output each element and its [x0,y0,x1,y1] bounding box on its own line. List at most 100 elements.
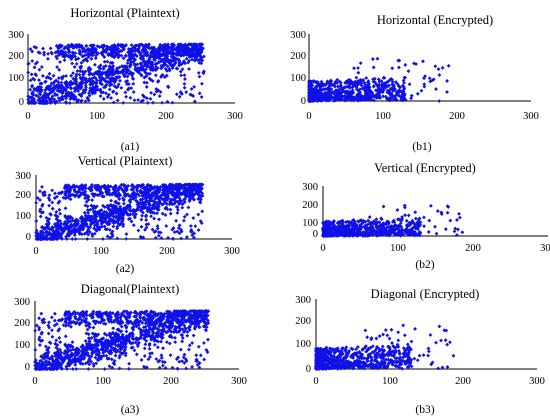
scatter-point [141,54,146,58]
scatter-point [390,77,395,82]
scatter-point [91,361,96,366]
scatter-point [60,90,65,95]
scatter-point [327,231,331,236]
scatter-point [367,85,372,90]
x-tick-label: 100 [390,243,406,254]
scatter-point [363,225,368,230]
scatter-point [164,224,169,228]
scatter-point [102,55,107,59]
scatter-point [95,222,100,227]
scatter-point [56,201,61,205]
scatter-point [354,75,359,80]
scatter-point [152,46,157,51]
scatter-point [354,81,358,86]
scatter-point [191,197,196,202]
scatter-point [404,218,409,223]
scatter-point [180,202,185,207]
scatter-point [157,217,161,222]
scatter-point [98,208,103,213]
scatter-point [187,54,192,59]
scatter-point [84,44,89,48]
scatter-point [156,197,161,201]
scatter-point [30,83,35,88]
scatter-point [186,205,191,210]
scatter-point [196,315,201,320]
scatter-point [77,230,82,235]
scatter-point [345,219,350,224]
scatter-point [348,81,353,86]
scatter-point [390,94,395,99]
scatter-point [187,42,192,47]
scatter-point [53,213,58,218]
scatter-point [131,53,136,58]
scatter-point [50,188,55,193]
scatter-point [76,219,81,223]
scatter-point [144,222,149,227]
scatter-point [70,50,75,55]
scatter-point [407,82,412,87]
scatter-point [112,358,117,363]
scatter-point [151,194,156,198]
scatter-point [71,227,76,232]
scatter-point [144,85,149,89]
scatter-point [192,187,197,192]
scatter-point [102,43,107,48]
scatter-point [98,63,103,68]
scatter-point [349,96,354,100]
scatter-point [142,333,147,338]
scatter-point [53,50,58,55]
scatter-point [67,82,72,87]
scatter-point [390,87,395,91]
scatter-point [121,224,125,229]
scatter-point [68,53,73,58]
scatter-point [434,231,439,236]
x-tick-label: 200 [449,111,465,122]
scatter-point [92,194,96,199]
scatter-point [58,347,62,352]
scatter-point [197,193,202,198]
scatter-point [458,215,462,220]
y-tick-label: 0 [301,96,306,107]
scatter-point [170,227,175,232]
scatter-point [58,219,63,223]
scatter-point [192,58,197,63]
scatter-point [77,51,82,56]
scatter-point [144,80,149,85]
scatter-point [104,213,108,218]
scatter-point [81,226,86,230]
scatter-point [152,216,156,221]
scatter-point [138,190,143,195]
scatter-point [69,57,74,62]
scatter-point [148,354,152,359]
scatter-point [182,360,187,365]
scatter-point [84,199,89,204]
scatter-point [107,340,112,345]
scatter-point [158,200,162,205]
scatter-point [41,210,45,215]
scatter-point [74,217,79,222]
scatter-point [124,94,128,99]
panel-label: (a1) [121,141,140,153]
scatter-point [185,235,189,239]
scatter-point [87,339,92,344]
x-tick-label: 100 [93,246,109,257]
scatter-point [30,49,35,54]
scatter-point [200,209,205,214]
scatter-point [186,193,191,198]
scatter-point [332,227,337,232]
scatter-point [364,76,369,80]
scatter-point [366,218,371,223]
scatter-point [109,231,114,236]
scatter-point [74,367,79,371]
scatter-point [336,220,341,225]
scatter-point [163,188,168,192]
scatter-point [129,60,134,65]
scatter-point [97,310,101,315]
scatter-point [354,224,359,228]
scatter-point [79,99,84,104]
scatter-point [55,229,60,234]
scatter-point [387,83,391,88]
scatter-point [371,65,376,70]
scatter-point [197,91,202,96]
scatter-point [32,88,37,92]
